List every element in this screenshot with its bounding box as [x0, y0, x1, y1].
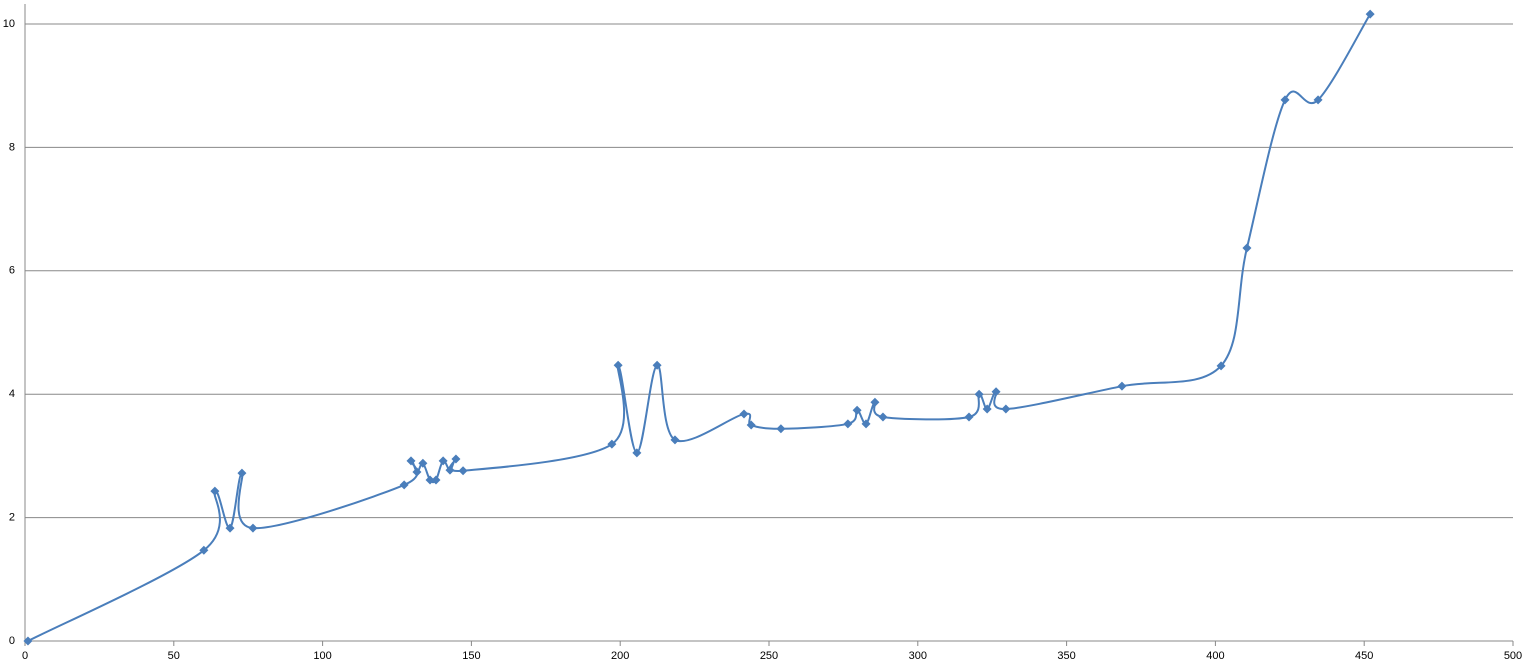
- marker: [199, 545, 209, 555]
- marker: [746, 420, 756, 430]
- marker: [739, 409, 749, 419]
- marker: [237, 468, 247, 478]
- marker: [974, 389, 984, 399]
- marker: [870, 397, 880, 407]
- marker: [1313, 95, 1323, 105]
- marker: [418, 458, 428, 468]
- y-tick-label: 10: [3, 18, 15, 30]
- marker: [991, 387, 1001, 397]
- marker: [438, 456, 448, 466]
- x-tick-label: 100: [313, 650, 331, 662]
- x-tick-label: 450: [1355, 650, 1373, 662]
- y-tick-label: 4: [9, 388, 15, 400]
- marker: [861, 419, 871, 429]
- x-tick-label: 400: [1206, 650, 1224, 662]
- marker: [878, 412, 888, 422]
- marker: [1242, 243, 1252, 253]
- marker: [23, 636, 33, 646]
- marker: [431, 475, 441, 485]
- x-tick-label: 250: [760, 650, 778, 662]
- y-tick-label: 2: [9, 512, 15, 524]
- marker: [451, 454, 461, 464]
- x-tick-label: 200: [611, 650, 629, 662]
- series-line: [27, 13, 1372, 642]
- x-tick-label: 500: [1504, 650, 1522, 662]
- marker: [852, 405, 862, 415]
- marker: [1280, 95, 1290, 105]
- marker: [632, 448, 642, 458]
- marker: [1001, 404, 1011, 414]
- x-tick-label: 300: [909, 650, 927, 662]
- x-tick-label: 0: [22, 650, 28, 662]
- marker: [210, 486, 220, 496]
- x-tick-label: 350: [1057, 650, 1075, 662]
- x-tick-label: 150: [462, 650, 480, 662]
- marker: [1365, 9, 1375, 19]
- marker: [406, 456, 416, 466]
- marker: [670, 435, 680, 445]
- x-tick-label: 50: [168, 650, 180, 662]
- marker: [607, 439, 617, 449]
- marker: [613, 360, 623, 370]
- marker: [412, 467, 422, 477]
- marker: [652, 360, 662, 370]
- marker: [225, 523, 235, 533]
- y-tick-label: 0: [9, 635, 15, 647]
- marker: [1117, 381, 1127, 391]
- y-tick-label: 8: [9, 141, 15, 153]
- marker: [399, 480, 409, 490]
- marker: [776, 424, 786, 434]
- marker: [1216, 361, 1226, 371]
- marker: [248, 523, 258, 533]
- y-tick-label: 6: [9, 265, 15, 277]
- marker: [425, 475, 435, 485]
- marker: [982, 404, 992, 414]
- marker: [445, 465, 455, 475]
- marker: [458, 466, 468, 476]
- marker: [964, 412, 974, 422]
- marker: [843, 419, 853, 429]
